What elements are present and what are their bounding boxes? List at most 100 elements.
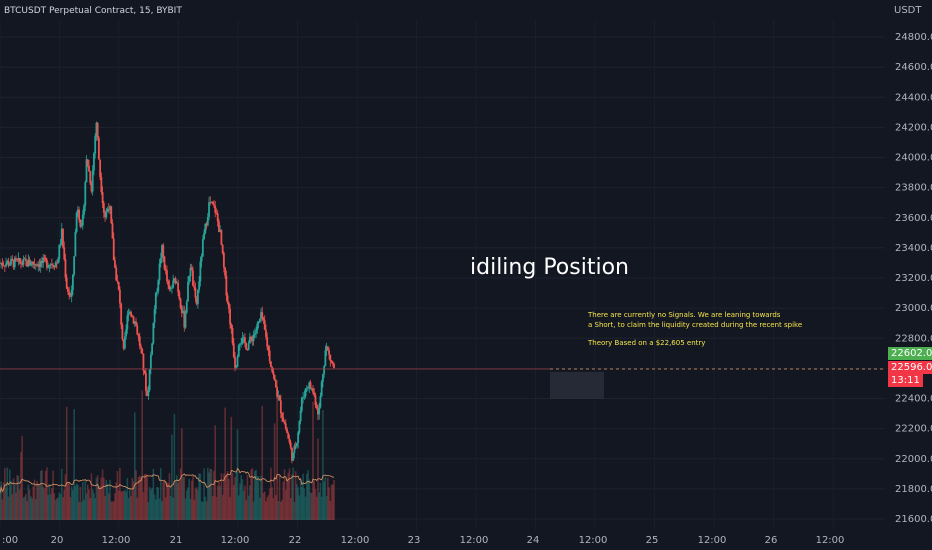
candle-body	[84, 182, 87, 206]
volume-bar	[256, 475, 259, 520]
volume-bar	[323, 481, 325, 520]
candle-body	[162, 245, 165, 257]
candle-body	[15, 258, 17, 260]
volume-bar	[307, 470, 309, 520]
candle-body	[206, 217, 209, 226]
volume-bar	[72, 489, 74, 520]
candle-body	[182, 311, 184, 313]
volume-bar	[172, 497, 174, 520]
candle-body	[219, 229, 222, 232]
candle-body	[247, 343, 250, 350]
candle-body	[251, 338, 254, 342]
volume-bar	[105, 479, 108, 520]
candle-body	[95, 122, 98, 137]
volume-bar	[169, 495, 172, 520]
candle-body	[128, 311, 131, 314]
candle-body	[318, 407, 321, 415]
volume-bar	[308, 479, 311, 520]
volume-bar	[44, 471, 47, 520]
candle-body	[167, 280, 170, 286]
volume-bar	[302, 473, 304, 520]
candle-body	[309, 382, 312, 389]
candle-body	[240, 343, 243, 345]
volume-bar	[200, 501, 203, 520]
candle-body	[24, 258, 27, 261]
volume-bar	[287, 472, 290, 520]
candle-body	[60, 228, 63, 244]
volume-bar	[211, 496, 214, 520]
x-tick-label: 24	[527, 535, 540, 546]
candle-body	[315, 404, 318, 409]
candle-body	[276, 387, 279, 397]
volume-bar	[51, 488, 53, 520]
candle-body	[296, 442, 298, 447]
volume-bar	[189, 498, 192, 520]
candle-body	[127, 313, 130, 316]
volume-bar	[141, 390, 144, 520]
volume-bar	[293, 501, 296, 520]
volume-bar	[215, 496, 218, 520]
volume-bar	[78, 501, 80, 520]
candle-body	[267, 346, 270, 351]
candle-body	[227, 302, 230, 309]
volume-bar	[65, 406, 68, 520]
candle-body	[97, 137, 100, 160]
candle-body	[214, 205, 217, 213]
volume-bar	[322, 409, 324, 520]
candle-body	[69, 295, 72, 297]
candle-body	[90, 183, 93, 192]
last-price-box: 22602.0	[888, 347, 932, 360]
candle-body	[26, 260, 29, 267]
volume-bar	[114, 493, 116, 520]
volume-bar	[204, 496, 207, 520]
volume-bar	[261, 405, 264, 520]
candle-body	[161, 245, 163, 259]
x-tick-label: 12:00	[816, 535, 845, 546]
volume-bar	[11, 494, 14, 520]
volume-bar	[130, 496, 132, 520]
price-axis[interactable]: 24800.0 24600.0 24400.0 24200.0 24000.0 23800…	[895, 32, 932, 525]
y-tick-label: 21800.0	[895, 484, 932, 495]
time-axis[interactable]: :00 20 12:00 21 12:00 22 12:00 23 12:00 24 12:00 25…	[2, 535, 844, 546]
candle-body	[156, 291, 158, 293]
y-tick-label: 24200.0	[895, 122, 932, 133]
y-tick-label: 23400.0	[895, 243, 932, 254]
volume-bar	[246, 475, 249, 520]
candle-body	[111, 223, 114, 239]
volume-bar	[79, 486, 82, 520]
candle-body	[250, 336, 253, 339]
volume-bar	[60, 468, 63, 520]
candle-body	[137, 334, 140, 337]
volume-bar	[10, 480, 12, 520]
volume-bar	[1, 499, 4, 520]
volume-bar	[281, 499, 283, 520]
volume-bar	[124, 489, 126, 520]
candle-body	[79, 219, 82, 227]
candle-body	[329, 354, 332, 361]
candle-body	[304, 388, 307, 397]
volume-bar	[240, 475, 243, 520]
volume-bar	[94, 498, 96, 520]
candle-body	[283, 421, 286, 424]
volume-bar	[221, 494, 224, 520]
candle-body	[321, 374, 324, 382]
candle-body	[36, 264, 38, 267]
candle-body	[54, 262, 57, 268]
volume-bar	[80, 501, 83, 520]
volume-bar	[284, 489, 287, 520]
candle-body	[239, 343, 241, 346]
candle-body	[46, 259, 48, 268]
candle-body	[31, 261, 33, 266]
candle-body	[100, 177, 103, 193]
volume-bar	[185, 490, 188, 520]
candle-body	[147, 390, 150, 396]
candles	[0, 121, 335, 464]
volume-bar	[0, 493, 1, 520]
candle-body	[281, 413, 283, 418]
volume-bar	[83, 499, 85, 520]
volume-bar	[210, 469, 213, 520]
volume-bar	[17, 475, 20, 520]
x-tick-label: 12:00	[460, 535, 489, 546]
candle-body	[146, 390, 149, 396]
